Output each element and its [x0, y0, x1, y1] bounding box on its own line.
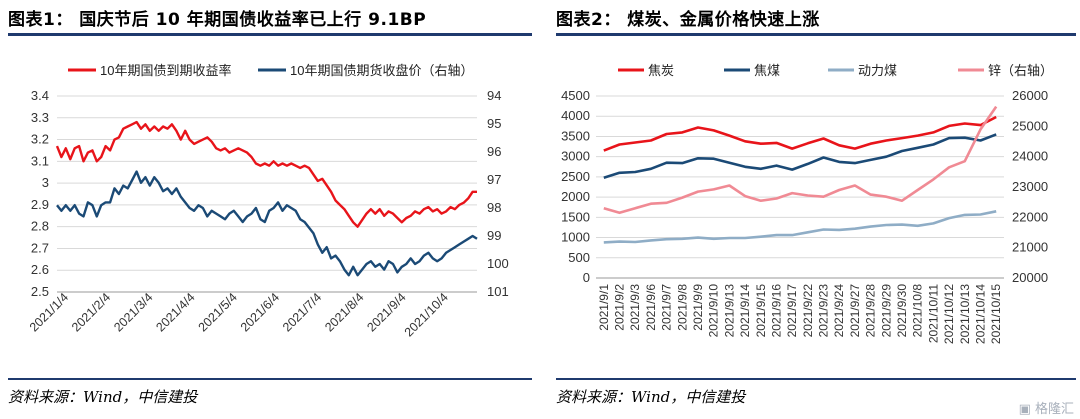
y-right-tick-label: 26000 [1012, 88, 1048, 103]
x-tick-label: 2021/7/4 [280, 290, 324, 334]
y-right-tick-label: 95 [487, 116, 501, 131]
x-tick-label: 2021/10/12 [942, 284, 956, 344]
y-right-tick-label: 24000 [1012, 149, 1048, 164]
y-left-tick-label: 2.7 [31, 240, 49, 255]
y-left-tick-label: 3.1 [31, 153, 49, 168]
y-left-tick-label: 3.3 [31, 110, 49, 125]
series-line-yield [55, 120, 477, 228]
x-tick-label: 2021/10/8 [911, 284, 925, 338]
y-left-tick-label: 0 [583, 270, 590, 285]
y-right-tick-label: 97 [487, 172, 501, 187]
x-tick-label: 2021/9/2 [613, 284, 627, 331]
x-tick-label: 2021/9/15 [754, 284, 768, 338]
y-right-tick-label: 99 [487, 228, 501, 243]
y-left-tick-label: 4000 [561, 108, 590, 123]
left-figure-title: 图表1： 国庆节后 10 年期国债收益率已上行 9.1BP [8, 10, 427, 30]
y-right-tick-label: 25000 [1012, 118, 1048, 133]
series-line-coke [603, 115, 997, 152]
y-left-tick-label: 2000 [561, 189, 590, 204]
left-source-note: 资料来源：Wind，中信建投 [8, 388, 198, 406]
x-tick-label: 2021/10/4 [402, 290, 451, 339]
left-panel: 图表1： 国庆节后 10 年期国债收益率已上行 9.1BP 10年期国债到期收益… [8, 10, 532, 406]
x-tick-label: 2021/9/30 [895, 284, 909, 338]
x-tick-label: 2021/9/9 [691, 284, 705, 331]
legend-label-2: 焦煤 [754, 63, 780, 78]
x-tick-label: 2021/10/15 [989, 284, 1003, 344]
y-left-tick-label: 2.5 [31, 284, 49, 299]
right-figure-title: 图表2： 煤炭、金属价格快速上涨 [556, 10, 820, 30]
x-tick-label: 2021/10/14 [973, 284, 987, 344]
y-right-tick-label: 94 [487, 88, 501, 103]
x-tick-label: 2021/9/3 [628, 284, 642, 331]
x-tick-label: 2021/9/1 [597, 284, 611, 331]
series-line-thermal-coal [603, 210, 997, 244]
x-tick-label: 2021/9/22 [801, 284, 815, 338]
x-tick-label: 2021/9/14 [738, 284, 752, 338]
y-left-tick-label: 3.2 [31, 132, 49, 147]
x-tick-label: 2021/6/4 [238, 290, 282, 334]
left-chart: 10年期国债到期收益率 10年期国债期货收盘价（右轴） 3.4 3.3 3.2 3.1 3 2… [27, 63, 509, 339]
x-tick-label: 2021/10/11 [926, 284, 940, 343]
y-left-tick-label: 3500 [561, 128, 590, 143]
right-source-rule [556, 378, 1076, 380]
x-tick-label: 2021/2/4 [69, 290, 113, 334]
legend-label-1: 10年期国债到期收益率 [100, 63, 231, 78]
left-source-rule [8, 378, 532, 380]
y-right-tick-label: 21000 [1012, 240, 1048, 255]
y-right-tick-label: 20000 [1012, 270, 1048, 285]
right-title-rule [556, 33, 1076, 36]
legend-label-2: 10年期国债期货收盘价（右轴） [290, 63, 473, 78]
x-tick-label: 2021/9/7 [660, 284, 674, 331]
y-left-tick-label: 3.4 [31, 88, 49, 103]
y-right-tick-label: 23000 [1012, 179, 1048, 194]
y-right-tick-label: 22000 [1012, 209, 1048, 224]
x-tick-label: 2021/8/4 [322, 290, 366, 334]
y-right-tick-label: 98 [487, 200, 501, 215]
x-tick-label: 2021/9/10 [707, 284, 721, 338]
series-line-futures [56, 170, 478, 277]
y-left-tick-label: 1500 [561, 209, 590, 224]
left-title-rule [8, 33, 532, 36]
y-left-tick-label: 4500 [561, 88, 590, 103]
right-chart: 焦炭 焦煤 动力煤 锌（右轴） 4500 4000 3500 3000 2500 2000 1500… [561, 63, 1053, 344]
y-left-tick-label: 500 [568, 250, 590, 265]
right-panel: 图表2： 煤炭、金属价格快速上涨 焦炭 焦煤 动力煤 锌（右轴） 4500 4000 350… [548, 0, 1080, 419]
x-tick-label: 2021/9/8 [675, 284, 689, 331]
x-tick-label: 2021/9/6 [644, 284, 658, 331]
right-source-note: 资料来源：Wind，中信建投 [556, 388, 746, 406]
x-tick-label: 2021/4/4 [153, 290, 197, 334]
x-tick-label: 2021/9/23 [817, 284, 831, 338]
y-left-tick-label: 1000 [561, 230, 590, 245]
x-tick-label: 2021/10/13 [958, 284, 972, 344]
series-line-zinc [603, 105, 998, 215]
y-right-tick-label: 101 [487, 284, 509, 299]
y-right-tick-label: 100 [487, 256, 509, 271]
y-right-tick-label: 96 [487, 144, 501, 159]
y-left-tick-label: 3000 [561, 149, 590, 164]
legend-label-1: 焦炭 [648, 63, 674, 78]
x-tick-label: 2021/9/13 [722, 284, 736, 338]
x-tick-label: 2021/9/27 [848, 284, 862, 338]
x-tick-label: 2021/9/17 [785, 284, 799, 338]
x-tick-label: 2021/9/29 [879, 284, 893, 338]
y-left-tick-label: 2.6 [31, 262, 49, 277]
x-tick-label: 2021/5/4 [196, 290, 240, 334]
y-left-tick-label: 2.8 [31, 219, 49, 234]
y-left-tick-label: 3 [42, 175, 49, 190]
legend-label-3: 动力煤 [858, 63, 897, 78]
x-tick-label: 2021/9/28 [864, 284, 878, 338]
y-left-tick-label: 2500 [561, 169, 590, 184]
x-tick-label: 2021/9/16 [769, 284, 783, 338]
watermark: ▣ 格隆汇 [1018, 402, 1074, 417]
series-line-coking-coal [603, 133, 997, 179]
x-tick-label: 2021/9/24 [832, 284, 846, 338]
legend-label-4: 锌（右轴） [988, 63, 1053, 78]
y-left-tick-label: 2.9 [31, 197, 49, 212]
x-tick-label: 2021/3/4 [111, 290, 155, 334]
